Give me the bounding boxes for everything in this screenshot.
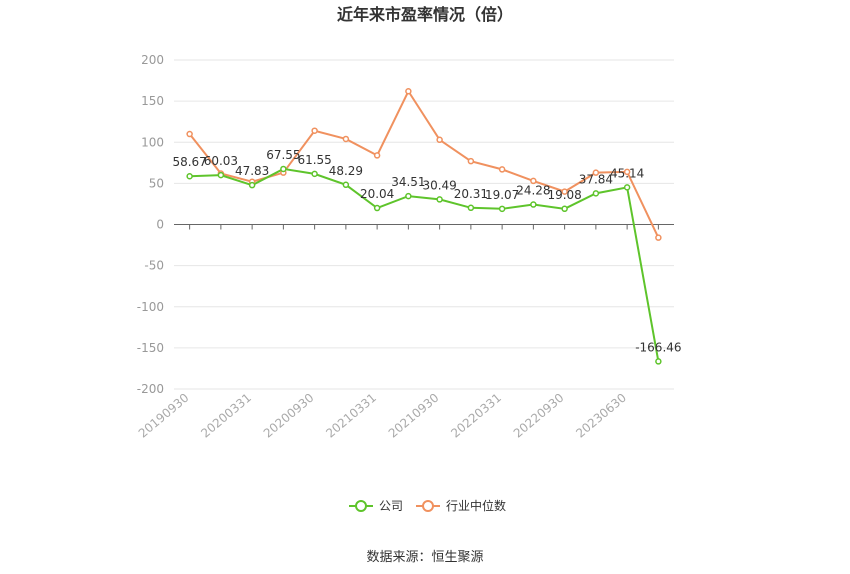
data-label: 45.14 (610, 166, 644, 180)
series-0-point[interactable] (623, 184, 631, 191)
data-label: 34.51 (391, 175, 425, 189)
series-0-point[interactable] (561, 205, 568, 213)
data-label: 58.67 (172, 155, 206, 169)
legend-label: 行业中位数 (446, 498, 506, 513)
series-0-point[interactable] (248, 181, 256, 189)
series-0-point[interactable] (405, 192, 412, 200)
y-tick-label: 150 (141, 94, 164, 108)
source-note: 数据来源：恒生聚源 (366, 550, 483, 565)
y-tick-label: -100 (137, 300, 164, 314)
legend-label: 公司 (379, 499, 403, 513)
legend[interactable]: 公司 行业中位数 (349, 498, 506, 513)
series-0-point[interactable] (498, 205, 506, 213)
data-label: 37.84 (579, 172, 613, 186)
legend-item-1[interactable]: 行业中位数 (416, 498, 506, 513)
data-label: 47.83 (235, 164, 269, 178)
series-1-point[interactable] (655, 234, 662, 241)
y-axis-tick-labels: 200 150 100 50 0 -50 -100 -150 -200 (137, 53, 164, 396)
series-1-point[interactable] (623, 168, 631, 176)
series-1-point[interactable] (498, 166, 506, 173)
y-tick-label: 0 (156, 218, 164, 232)
data-label: 30.49 (422, 178, 456, 192)
y-tick-label: -200 (137, 382, 164, 396)
series-1-point[interactable] (530, 177, 537, 185)
data-label: 48.29 (329, 164, 363, 178)
legend-item-0[interactable]: 公司 (349, 499, 403, 513)
series-0-point[interactable] (655, 358, 662, 365)
x-axis-tick-labels: 20190930 20200331 20200930 20210331 20210930… (136, 391, 629, 441)
series-1-point[interactable] (405, 88, 412, 95)
x-tick-label: 20210331 (323, 391, 379, 441)
data-label: 61.55 (297, 153, 331, 167)
series-1-point[interactable] (186, 130, 193, 138)
data-label: 20.31 (454, 187, 488, 201)
series-1-point[interactable] (592, 169, 600, 176)
series-1-point[interactable] (311, 127, 318, 134)
y-tick-label: -50 (144, 259, 164, 273)
legend-marker (422, 500, 434, 512)
series-0-point[interactable] (592, 190, 600, 197)
x-axis (174, 224, 674, 230)
series-1-point[interactable] (342, 135, 350, 143)
x-tick-label: 20210930 (386, 391, 442, 441)
series-lines (188, 89, 660, 362)
y-tick-label: 100 (141, 135, 164, 149)
series-0-point[interactable] (186, 172, 193, 180)
x-tick-label: 20200930 (261, 391, 317, 441)
y-tick-label: -150 (137, 341, 164, 355)
series-0-point[interactable] (280, 165, 287, 173)
data-label: 60.03 (204, 154, 238, 168)
data-label: 19.08 (547, 188, 581, 202)
series-0-point[interactable] (467, 204, 475, 212)
data-label: 20.04 (360, 187, 394, 201)
chart-title: 近年来市盈率情况（倍） (337, 5, 513, 24)
data-label: 19.07 (485, 188, 519, 202)
legend-marker (355, 500, 367, 512)
series-0-point[interactable] (436, 196, 443, 203)
y-tick-label: 200 (141, 53, 164, 67)
series-points (186, 88, 662, 365)
series-0-point[interactable] (217, 171, 225, 179)
x-tick-label: 20190930 (136, 391, 192, 441)
x-tick-label: 20220930 (511, 391, 567, 441)
series-1-point[interactable] (467, 157, 475, 165)
x-tick-label: 20230630 (573, 391, 629, 441)
series-0-point[interactable] (342, 181, 350, 189)
series-1-point[interactable] (373, 152, 381, 159)
series-1-point[interactable] (436, 136, 443, 144)
series-line-0 (189, 167, 660, 362)
data-label: 24.28 (516, 184, 550, 198)
x-tick-label: 20200331 (198, 391, 254, 441)
data-label: 67.55 (266, 148, 300, 162)
data-label: -166.46 (635, 340, 681, 354)
series-1-point[interactable] (561, 188, 568, 195)
x-tick-label: 20220331 (448, 391, 504, 441)
series-0-point[interactable] (530, 201, 537, 208)
y-tick-label: 50 (149, 176, 164, 190)
series-0-point[interactable] (373, 204, 381, 212)
series-0-point[interactable] (311, 170, 318, 178)
